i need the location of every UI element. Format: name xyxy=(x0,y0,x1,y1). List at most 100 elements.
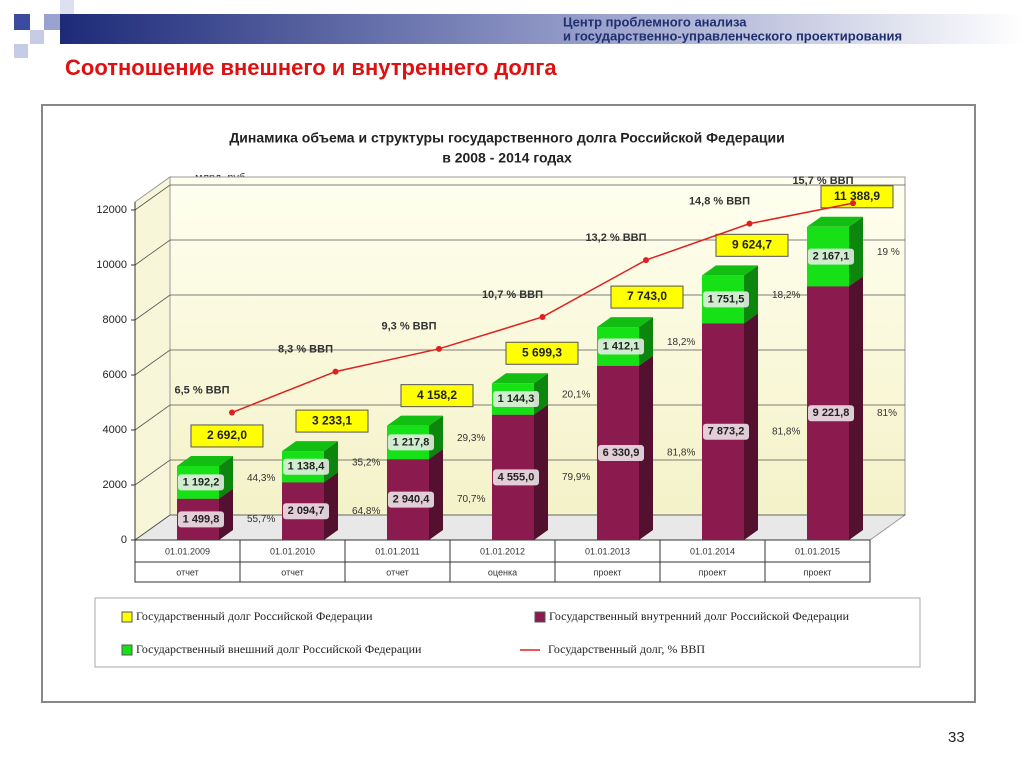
y-tick-label: 4000 xyxy=(103,424,127,436)
value-label-bg xyxy=(598,444,644,461)
legend xyxy=(94,597,921,668)
header-band xyxy=(60,14,1024,44)
value-label: 1 192,2 xyxy=(183,476,220,488)
total-label-box xyxy=(295,409,369,433)
grid-line xyxy=(134,514,905,541)
total-label: 11 388,9 xyxy=(834,189,880,203)
share-label: 20,1% xyxy=(562,390,590,401)
grid-line xyxy=(134,349,905,376)
x-tick-note: отчет xyxy=(176,567,198,577)
x-tick-note: проект xyxy=(698,567,726,577)
grid-line xyxy=(134,239,905,266)
bar-side xyxy=(324,472,338,540)
line-label: 15,7 % ВВП xyxy=(792,175,853,187)
line-label: 9,3 % ВВП xyxy=(382,321,437,333)
value-label-bg xyxy=(808,405,854,422)
bar-side xyxy=(744,265,758,324)
line-label: 13,2 % ВВП xyxy=(585,232,646,244)
org-line: и государственно-управленческого проекти… xyxy=(563,28,902,43)
chart-subtitle: в 2008 - 2014 годах xyxy=(442,150,572,166)
value-label: 2 094,7 xyxy=(288,505,325,517)
total-label-box xyxy=(505,341,579,365)
x-tick-label: 01.01.2015 xyxy=(795,546,840,556)
value-label: 1 499,8 xyxy=(183,513,220,525)
y-tick-label: 8000 xyxy=(103,314,127,326)
value-label-bg xyxy=(703,291,749,308)
total-label-box xyxy=(820,185,894,209)
value-label-bg xyxy=(808,248,854,265)
share-label: 70,7% xyxy=(457,494,485,505)
chart-title: Динамика объема и структуры государствен… xyxy=(229,130,784,146)
page-number: 33 xyxy=(948,729,965,746)
legend-label: Государственный внутренний долг Российск… xyxy=(549,609,850,623)
line-label: 10,7 % ВВП xyxy=(482,289,543,301)
bar-side xyxy=(744,313,758,540)
x-tick-label: 01.01.2009 xyxy=(165,546,210,556)
value-label-bg xyxy=(703,423,749,440)
value-label-bg xyxy=(283,458,329,475)
value-label-bg xyxy=(283,503,329,520)
total-label-box xyxy=(400,384,474,408)
bar-top xyxy=(387,415,443,426)
line-point xyxy=(539,313,546,320)
value-label-bg xyxy=(598,338,644,355)
bar-top xyxy=(177,455,233,466)
y-tick-label: 10000 xyxy=(96,259,127,271)
x-tick-label: 01.01.2012 xyxy=(480,546,525,556)
slide-title: Соотношение внешнего и внутреннего долга xyxy=(65,55,557,80)
bar-side xyxy=(849,276,863,540)
legend-swatch xyxy=(534,611,546,623)
y-tick-label: 0 xyxy=(121,534,127,546)
grid-line xyxy=(134,459,905,486)
org-line: Центр проблемного анализа xyxy=(563,14,747,29)
legend-label: Государственный внешний долг Российской … xyxy=(136,642,422,656)
share-label: 79,9% xyxy=(562,472,590,483)
legend-label: Государственный долг Российской Федераци… xyxy=(136,609,373,623)
share-label: 64,8% xyxy=(352,506,380,517)
x-tick-note: отчет xyxy=(386,567,408,577)
value-label: 1 217,8 xyxy=(393,436,430,448)
total-label-box xyxy=(715,233,789,257)
value-label: 1 144,3 xyxy=(498,393,535,405)
line-label: 14,8 % ВВП xyxy=(689,196,750,208)
value-label: 7 873,2 xyxy=(708,426,745,438)
header-squares xyxy=(14,0,74,58)
line-point xyxy=(643,257,649,264)
value-label: 1 138,4 xyxy=(288,461,326,473)
total-label: 2 692,0 xyxy=(207,428,247,442)
line-point xyxy=(332,368,339,375)
value-label: 6 330,9 xyxy=(603,447,640,459)
side-wall xyxy=(134,176,171,541)
line-label: 8,3 % ВВП xyxy=(278,343,333,355)
legend-swatch xyxy=(121,611,133,623)
bar-side xyxy=(429,449,443,540)
line-point xyxy=(746,220,753,227)
value-label-bg xyxy=(388,491,434,508)
legend-swatch xyxy=(121,644,133,656)
value-label: 1 751,5 xyxy=(708,293,745,305)
bar-side xyxy=(849,216,863,287)
value-label-bg xyxy=(178,511,224,528)
y-tick-label: 6000 xyxy=(103,369,127,381)
share-label: 18,2% xyxy=(772,290,800,301)
x-tick-note: отчет xyxy=(281,567,303,577)
value-label: 2 940,4 xyxy=(393,493,431,505)
share-label: 35,2% xyxy=(352,457,380,468)
x-tick-note: оценка xyxy=(488,567,517,577)
grid-line xyxy=(134,184,905,211)
total-label: 4 158,2 xyxy=(417,388,457,402)
bar-top xyxy=(807,216,863,227)
value-label-bg xyxy=(493,391,539,408)
total-label-box xyxy=(190,424,264,448)
share-label: 81,8% xyxy=(772,426,800,437)
line-label: 6,5 % ВВП xyxy=(175,384,230,396)
share-label: 44,3% xyxy=(247,473,275,484)
value-label-bg xyxy=(493,469,539,486)
total-label: 9 624,7 xyxy=(732,237,772,251)
value-label: 4 555,0 xyxy=(498,471,535,483)
share-label: 55,7% xyxy=(247,514,275,525)
value-label: 9 221,8 xyxy=(813,407,850,419)
x-tick-note: проект xyxy=(803,567,831,577)
share-label: 81,8% xyxy=(667,448,695,459)
